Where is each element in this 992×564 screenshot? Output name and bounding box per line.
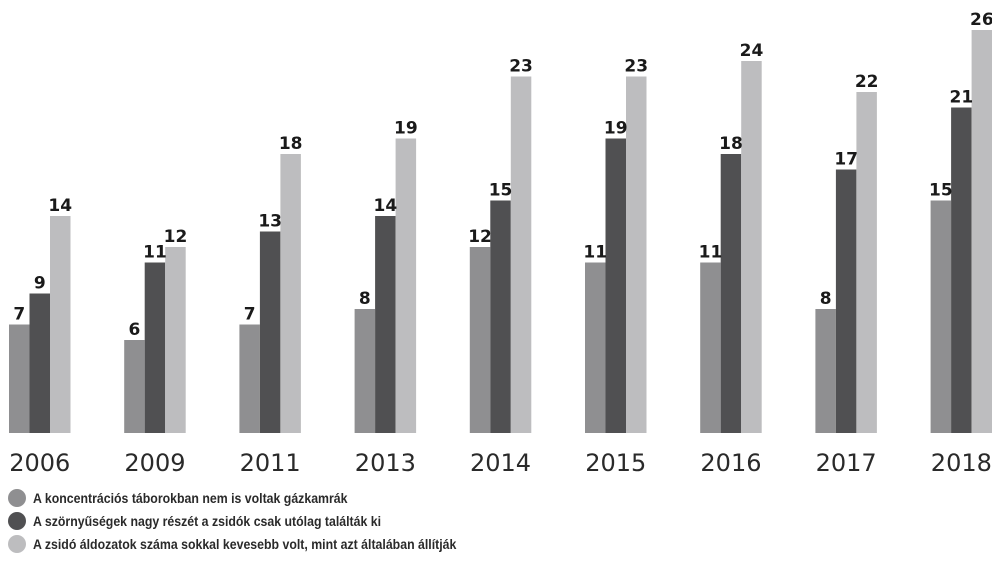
value-label-2013-series-3: 19 bbox=[394, 119, 418, 139]
bar-2013-series-3 bbox=[395, 138, 417, 433]
value-label-2017-series-3: 22 bbox=[855, 72, 879, 92]
category-label-2016: 2016 bbox=[700, 449, 761, 477]
bar-chart: 7914611127131881419121523111923111824817… bbox=[9, 10, 992, 477]
bar-2018-series-2 bbox=[951, 107, 972, 433]
value-label-2016-series-3: 24 bbox=[740, 41, 764, 61]
bar-2006-series-1 bbox=[9, 324, 30, 433]
bar-2011-series-3 bbox=[280, 154, 301, 433]
value-label-2006-series-1: 7 bbox=[13, 305, 25, 325]
category-label-2009: 2009 bbox=[124, 449, 185, 477]
value-label-2009-series-3: 12 bbox=[164, 227, 188, 247]
value-label-2006-series-2: 9 bbox=[34, 274, 46, 294]
value-label-2014-series-1: 12 bbox=[468, 227, 492, 247]
bar-2015-series-1 bbox=[585, 262, 606, 433]
value-label-2011-series-1: 7 bbox=[244, 305, 256, 325]
bar-2017-series-1 bbox=[815, 309, 836, 433]
value-label-2016-series-1: 11 bbox=[699, 243, 723, 263]
bar-2009-series-3 bbox=[165, 247, 186, 433]
bar-2017-series-3 bbox=[856, 92, 877, 433]
value-label-2009-series-1: 6 bbox=[129, 320, 141, 340]
value-label-2011-series-3: 18 bbox=[279, 134, 303, 154]
value-labels-layer: 7914611127131881419121523111923111824817… bbox=[13, 10, 992, 340]
category-label-2006: 2006 bbox=[9, 449, 70, 477]
bar-2014-series-3 bbox=[510, 76, 532, 433]
value-label-2009-series-2: 11 bbox=[143, 243, 167, 263]
bar-2014-series-2 bbox=[490, 200, 511, 433]
bar-2018-series-1 bbox=[930, 200, 952, 433]
legend-item-series-1: A koncentrációs táborokban nem is voltak… bbox=[8, 486, 514, 509]
value-label-2018-series-2: 21 bbox=[950, 88, 974, 108]
legend-label-series-1: A koncentrációs táborokban nem is voltak… bbox=[33, 489, 348, 506]
bars-layer bbox=[9, 30, 992, 433]
value-label-2018-series-3: 26 bbox=[970, 10, 992, 30]
bar-2015-series-3 bbox=[626, 76, 647, 433]
value-label-2013-series-2: 14 bbox=[374, 196, 398, 216]
value-label-2016-series-2: 18 bbox=[719, 134, 743, 154]
bar-2016-series-2 bbox=[720, 154, 742, 433]
legend: A koncentrációs táborokban nem is voltak… bbox=[8, 486, 514, 555]
category-label-2014: 2014 bbox=[470, 449, 531, 477]
legend-item-series-3: A zsidó áldozatok száma sokkal kevesebb … bbox=[8, 532, 514, 555]
category-label-2017: 2017 bbox=[816, 449, 877, 477]
bar-2015-series-2 bbox=[605, 138, 626, 433]
legend-swatch-series-1 bbox=[8, 488, 26, 507]
bar-2011-series-1 bbox=[239, 324, 260, 433]
bar-2014-series-1 bbox=[469, 247, 491, 433]
category-label-2015: 2015 bbox=[585, 449, 646, 477]
bar-2009-series-2 bbox=[144, 262, 166, 433]
bar-2006-series-2 bbox=[29, 293, 50, 433]
category-label-2013: 2013 bbox=[355, 449, 416, 477]
value-label-2018-series-1: 15 bbox=[929, 181, 953, 201]
legend-swatch-series-3 bbox=[8, 534, 26, 553]
legend-label-series-2: A szörnyűségek nagy részét a zsidók csak… bbox=[33, 512, 382, 529]
value-label-2015-series-3: 23 bbox=[624, 57, 648, 77]
category-labels-layer: 2006 2009 2011 2013 2014 2015 2016 2017 2018 bbox=[9, 449, 992, 477]
value-label-2013-series-1: 8 bbox=[359, 289, 371, 309]
legend-item-series-2: A szörnyűségek nagy részét a zsidók csak… bbox=[8, 509, 514, 532]
legend-label-series-3: A zsidó áldozatok száma sokkal kevesebb … bbox=[33, 535, 457, 552]
bar-2006-series-3 bbox=[50, 216, 71, 433]
bar-2016-series-3 bbox=[741, 61, 762, 433]
value-label-2015-series-2: 19 bbox=[604, 119, 628, 139]
bar-2013-series-2 bbox=[375, 216, 396, 433]
value-label-2014-series-3: 23 bbox=[509, 57, 533, 77]
bar-2013-series-1 bbox=[354, 309, 376, 433]
value-label-2015-series-1: 11 bbox=[583, 243, 607, 263]
category-label-2011: 2011 bbox=[240, 449, 301, 477]
bar-2018-series-3 bbox=[971, 30, 992, 433]
category-label-2018: 2018 bbox=[931, 449, 992, 477]
bar-2016-series-1 bbox=[700, 262, 721, 433]
value-label-2017-series-1: 8 bbox=[820, 289, 832, 309]
value-label-2011-series-2: 13 bbox=[258, 212, 282, 232]
bar-2009-series-1 bbox=[124, 340, 145, 433]
legend-swatch-series-2 bbox=[8, 511, 26, 530]
value-label-2014-series-2: 15 bbox=[489, 181, 513, 201]
bar-2011-series-2 bbox=[259, 231, 281, 433]
value-label-2017-series-2: 17 bbox=[834, 150, 858, 170]
value-label-2006-series-3: 14 bbox=[48, 196, 72, 216]
bar-2017-series-2 bbox=[835, 169, 857, 433]
